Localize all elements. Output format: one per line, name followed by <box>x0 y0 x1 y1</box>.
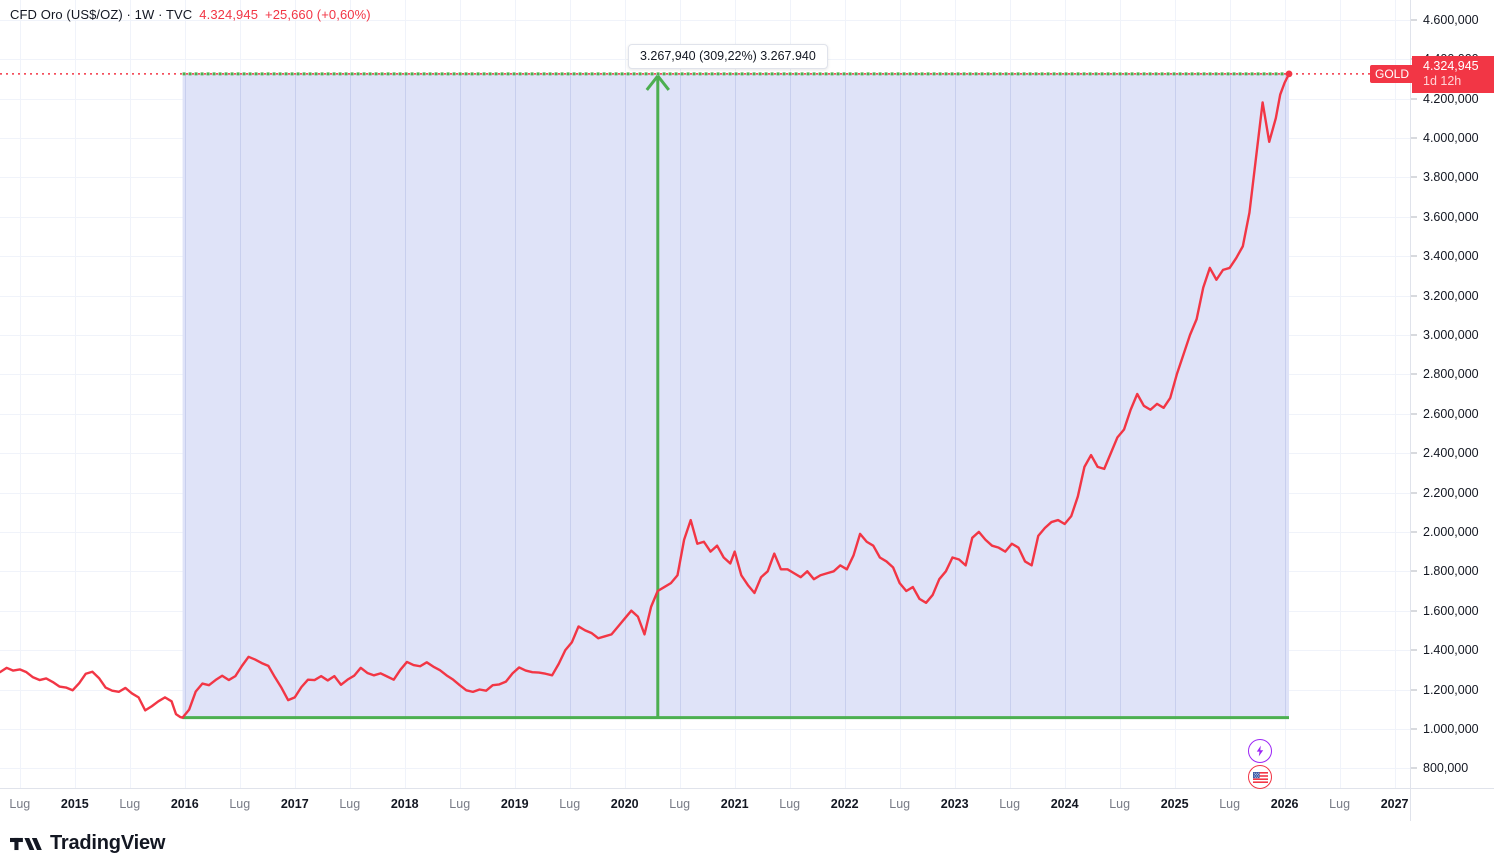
measure-tooltip[interactable]: 3.267,940 (309,22%) 3.267.940 <box>628 44 828 69</box>
price-tick-label: 4.600,000 <box>1423 12 1479 27</box>
symbol-badge: GOLD <box>1370 64 1415 83</box>
time-tick-month: Lug <box>779 797 801 811</box>
time-tick-month: Lug <box>229 797 251 811</box>
price-tick-dash <box>1411 689 1417 690</box>
price-tick-dash <box>1411 767 1417 769</box>
price-change: +25,660 (+0,60%) <box>265 7 371 22</box>
us-flag-glyph <box>1252 771 1268 783</box>
price-tick-dash <box>1411 255 1417 257</box>
price-tick-dash <box>1411 19 1417 21</box>
price-tick-dash <box>1411 334 1417 336</box>
time-tick-year: 2017 <box>280 797 309 811</box>
price-scale[interactable]: 800,000 1.000,000 1.200,000 1.400,000 1.600,… <box>1410 0 1494 788</box>
price-tick-label: 1.600,000 <box>1423 603 1479 618</box>
price-tick-label: 1.000,000 <box>1423 721 1479 736</box>
price-tick-dash <box>1411 176 1417 178</box>
time-tick-month: Lug <box>889 797 911 811</box>
price-tick-dash <box>1411 98 1417 99</box>
time-tick-month: Lug <box>449 797 471 811</box>
price-tick-label: 2.000,000 <box>1423 524 1479 539</box>
time-tick-month: Lug <box>339 797 361 811</box>
price-tick-dash <box>1411 570 1417 572</box>
time-tick-year: 2027 <box>1380 797 1409 811</box>
time-tick-year: 2022 <box>830 797 859 811</box>
lightning-icon[interactable] <box>1248 739 1272 763</box>
price-tick-label: 1.800,000 <box>1423 564 1479 579</box>
price-tick-label: 3.800,000 <box>1423 170 1479 185</box>
time-tick-year: 2015 <box>60 797 89 811</box>
price-tick-label: 3.200,000 <box>1423 288 1479 303</box>
price-tick-dash <box>1411 649 1417 651</box>
tradingview-mark-icon <box>10 837 42 850</box>
price-tick-dash <box>1411 216 1417 218</box>
current-price-tag[interactable]: 4.324,945 1d 12h <box>1412 55 1494 93</box>
tradingview-logo[interactable]: TradingView <box>10 832 165 855</box>
time-tick-year: 2018 <box>390 797 419 811</box>
time-tick-month: Lug <box>119 797 141 811</box>
time-tick-month: Lug <box>559 797 581 811</box>
price-tick-dash <box>1411 413 1417 415</box>
price-tick-dash <box>1411 295 1417 296</box>
price-tick-label: 2.800,000 <box>1423 367 1479 382</box>
time-tick-year: 2021 <box>720 797 749 811</box>
us-flag-icon[interactable] <box>1248 765 1272 789</box>
price-tick-label: 800,000 <box>1423 761 1469 776</box>
current-price-marker <box>1285 70 1293 78</box>
price-tick-label: 3.600,000 <box>1423 209 1479 224</box>
lightning-glyph <box>1256 745 1264 757</box>
last-price: 4.324,945 <box>199 7 259 22</box>
time-tick-month: Lug <box>1109 797 1131 811</box>
time-tick-month: Lug <box>1329 797 1351 811</box>
price-tick-dash <box>1411 492 1417 493</box>
time-tick-year: 2025 <box>1160 797 1189 811</box>
chart-canvas <box>0 0 1410 788</box>
price-tick-label: 2.600,000 <box>1423 406 1479 421</box>
price-tick-label: 3.000,000 <box>1423 327 1479 342</box>
chart-legend[interactable]: CFD Oro (US$/OZ) · 1W · TVC 4.324,945 +2… <box>10 7 371 22</box>
vertical-gridlines-over-fill <box>185 73 1286 718</box>
time-tick-year: 2016 <box>170 797 199 811</box>
axis-corner <box>1410 788 1494 821</box>
price-tick-dash <box>1411 531 1417 533</box>
price-tick-dash <box>1411 452 1417 454</box>
price-tick-label: 2.400,000 <box>1423 446 1479 461</box>
price-tick-dash <box>1411 610 1417 612</box>
current-price-value: 4.324,945 <box>1423 58 1479 73</box>
price-tick-label: 4.000,000 <box>1423 130 1479 145</box>
time-tick-year: 2019 <box>500 797 529 811</box>
time-tick-month: Lug <box>1219 797 1241 811</box>
bar-countdown: 1d 12h <box>1423 73 1462 88</box>
price-tick-label: 4.200,000 <box>1423 91 1479 106</box>
chart-plot-area[interactable] <box>0 0 1410 788</box>
price-line-series <box>0 72 1291 719</box>
time-tick-year: 2023 <box>940 797 969 811</box>
price-tick-dash <box>1411 728 1417 730</box>
time-tick-year: 2020 <box>610 797 639 811</box>
time-tick-month: Lug <box>669 797 691 811</box>
price-tick-label: 3.400,000 <box>1423 249 1479 264</box>
price-tick-dash <box>1411 137 1417 139</box>
time-tick-year: 2026 <box>1270 797 1299 811</box>
measure-region-lines[interactable] <box>182 72 1290 720</box>
time-tick-month: Lug <box>9 797 31 811</box>
time-tick-month: Lug <box>999 797 1021 811</box>
price-tick-dash <box>1411 373 1417 375</box>
symbol-title[interactable]: CFD Oro (US$/OZ) · 1W · TVC <box>10 7 193 22</box>
price-tick-label: 1.200,000 <box>1423 682 1479 697</box>
time-tick-year: 2024 <box>1050 797 1079 811</box>
price-tick-label: 2.200,000 <box>1423 485 1479 500</box>
tradingview-wordmark: TradingView <box>50 832 166 854</box>
time-scale[interactable]: Lug 2015 Lug 2016 Lug 2017 Lug 2018 Lug 2019 Lug 20… <box>0 788 1410 821</box>
price-tick-label: 1.400,000 <box>1423 643 1479 658</box>
